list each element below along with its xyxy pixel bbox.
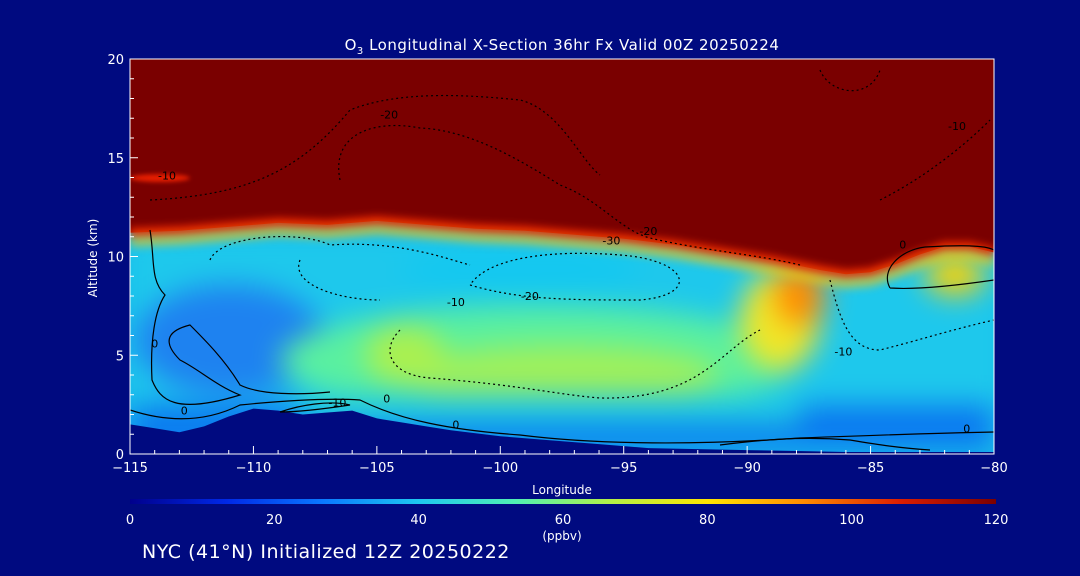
x-tick-label: −110	[236, 461, 272, 476]
contour-dotted-4	[879, 119, 991, 201]
y-axis: 0 5 10 15 20	[107, 53, 138, 463]
tropopause-band-yellow	[130, 226, 994, 287]
contour-solid-2	[130, 398, 994, 444]
colorbar-tick-label: 100	[839, 513, 864, 528]
colorbar-ticks: 0 20 40 60 80 100 120	[126, 513, 1009, 528]
contour-label: 0	[181, 405, 188, 418]
colorbar-tick-label: 0	[126, 513, 134, 528]
y-tick-label: 10	[107, 251, 124, 266]
contour-label: -10	[447, 296, 465, 309]
blob-cyan-upper	[400, 245, 640, 295]
contour-label: -10	[948, 120, 966, 133]
y-tick-label: 20	[107, 53, 124, 68]
contour-solid-5	[719, 437, 931, 451]
plot-area	[130, 59, 994, 454]
chart-title: O3 Longitudinal X-Section 36hr Fx Valid …	[345, 36, 780, 57]
y-tick-label: 5	[116, 349, 124, 364]
contour-label: 0	[151, 337, 158, 350]
contour-label: -30	[602, 235, 620, 248]
x-axis: −115 −110 −105 −100 −95 −90 −85 −80	[112, 446, 1008, 476]
contour-label: 0	[899, 239, 906, 252]
x-tick-label: −95	[610, 461, 637, 476]
blob-blue-west	[135, 285, 325, 395]
x-tick-label: −80	[980, 461, 1007, 476]
x-tick-label: −90	[733, 461, 760, 476]
contour-label: -20	[380, 108, 398, 121]
contour-labels: -20 -10 -10 -30 -20 0 -20 -10 -10 0 0 -10 0 0 0	[151, 108, 970, 435]
colorbar-tick-label: 20	[266, 513, 283, 528]
colorbar	[130, 499, 996, 504]
red-streak-west	[130, 174, 190, 182]
x-axis-label: Longitude	[532, 483, 592, 497]
contour-label: -10	[158, 170, 176, 183]
blob-green-west	[365, 325, 445, 385]
contour-lines	[130, 69, 994, 451]
blob-yellowgreen-central	[400, 345, 720, 405]
colorbar-units: (ppbv)	[542, 529, 581, 543]
contour-dotted-9	[298, 259, 381, 301]
contour-label: -20	[521, 290, 539, 303]
terrain	[130, 408, 994, 454]
x-tick-label: −115	[112, 461, 148, 476]
colorbar-tick-label: 120	[984, 513, 1009, 528]
contour-dotted-6	[389, 329, 761, 399]
x-tick-label: −85	[857, 461, 884, 476]
tropopause-band	[130, 215, 994, 280]
colorbar-tick-label: 60	[555, 513, 572, 528]
contour-dotted-2	[149, 94, 601, 201]
contour-solid-1	[149, 229, 331, 405]
y-tick-label: 15	[107, 152, 124, 167]
footer-caption: NYC (41°N) Initialized 12Z 20250222	[142, 541, 510, 563]
x-tick-label: −105	[359, 461, 395, 476]
contour-dotted-1	[338, 125, 801, 266]
blob-yellow-far-east	[925, 255, 985, 295]
contour-label: -20	[639, 225, 657, 238]
contour-label: -10	[834, 345, 852, 358]
contour-label: 0	[963, 422, 970, 435]
contour-solid-3	[279, 402, 351, 413]
contour-label: 0	[383, 393, 390, 406]
y-axis-label: Altitude (km)	[86, 219, 100, 298]
colorbar-tick-label: 80	[699, 513, 716, 528]
contour-label: -10	[328, 397, 346, 410]
y-tick-label: 0	[116, 448, 124, 463]
contour-label: 0	[452, 418, 459, 431]
colorbar-tick-label: 40	[410, 513, 427, 528]
x-tick-label: −100	[482, 461, 518, 476]
contour-solid-4	[886, 245, 994, 290]
